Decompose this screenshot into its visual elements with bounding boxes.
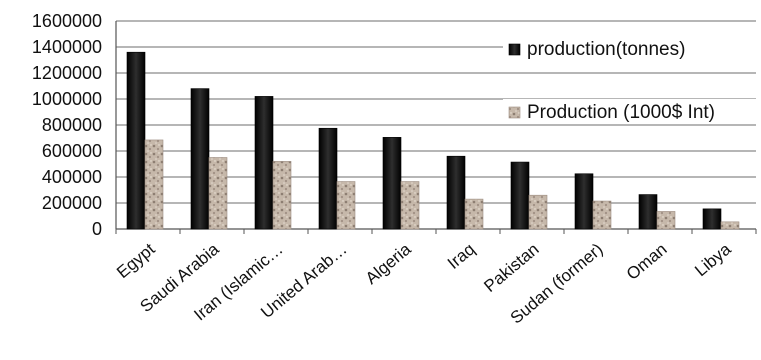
bar-production-tonnes: [702, 208, 722, 230]
bar-production-1000-int: [144, 139, 164, 230]
legend-swatch: [508, 106, 521, 119]
x-category-label: Libya: [691, 239, 735, 280]
bar-production-tonnes: [574, 173, 594, 230]
legend-label: Production (1000$ Int): [527, 102, 715, 123]
bar-layer: [126, 51, 740, 230]
legend-item-background: [503, 36, 758, 60]
x-category-label: Iraq: [444, 240, 479, 273]
bar-production-tonnes: [446, 155, 466, 230]
bar-production-1000-int: [336, 181, 356, 230]
y-tick-label: 1600000: [32, 11, 102, 31]
bar-production-tonnes: [254, 96, 274, 230]
legend-swatch: [508, 43, 521, 56]
bar-production-tonnes: [190, 88, 210, 230]
y-tick-label: 1200000: [32, 63, 102, 83]
bar-production-tonnes: [126, 51, 146, 230]
legend-item-background: [503, 99, 758, 123]
bar-production-tonnes: [510, 161, 530, 230]
bar-production-1000-int: [528, 194, 548, 230]
x-category-label: Egypt: [113, 239, 159, 282]
y-tick-label: 1000000: [32, 89, 102, 109]
x-category-label: Algeria: [362, 239, 415, 288]
y-tick-label: 1400000: [32, 37, 102, 57]
bar-production-1000-int: [400, 181, 420, 230]
x-category-label: Oman: [623, 240, 671, 284]
x-category-label: Pakistan: [480, 240, 542, 296]
y-tick-label: 800000: [42, 115, 102, 135]
legend-label: production(tonnes): [527, 39, 685, 60]
bar-production-1000-int: [464, 198, 484, 230]
y-tick-label: 600000: [42, 141, 102, 161]
y-tick-label: 400000: [42, 167, 102, 187]
bar-production-tonnes: [318, 127, 338, 230]
bar-production-1000-int: [720, 221, 740, 230]
bar-production-1000-int: [208, 157, 228, 230]
bar-production-tonnes: [382, 137, 402, 230]
bar-production-1000-int: [656, 211, 676, 230]
bar-production-1000-int: [272, 161, 292, 230]
legend: production(tonnes) Production (1000$ Int): [503, 36, 758, 123]
y-tick-label: 200000: [42, 193, 102, 213]
bar-production-tonnes: [638, 194, 658, 230]
bar-production-1000-int: [592, 200, 612, 230]
y-tick-label: 0: [92, 219, 102, 239]
